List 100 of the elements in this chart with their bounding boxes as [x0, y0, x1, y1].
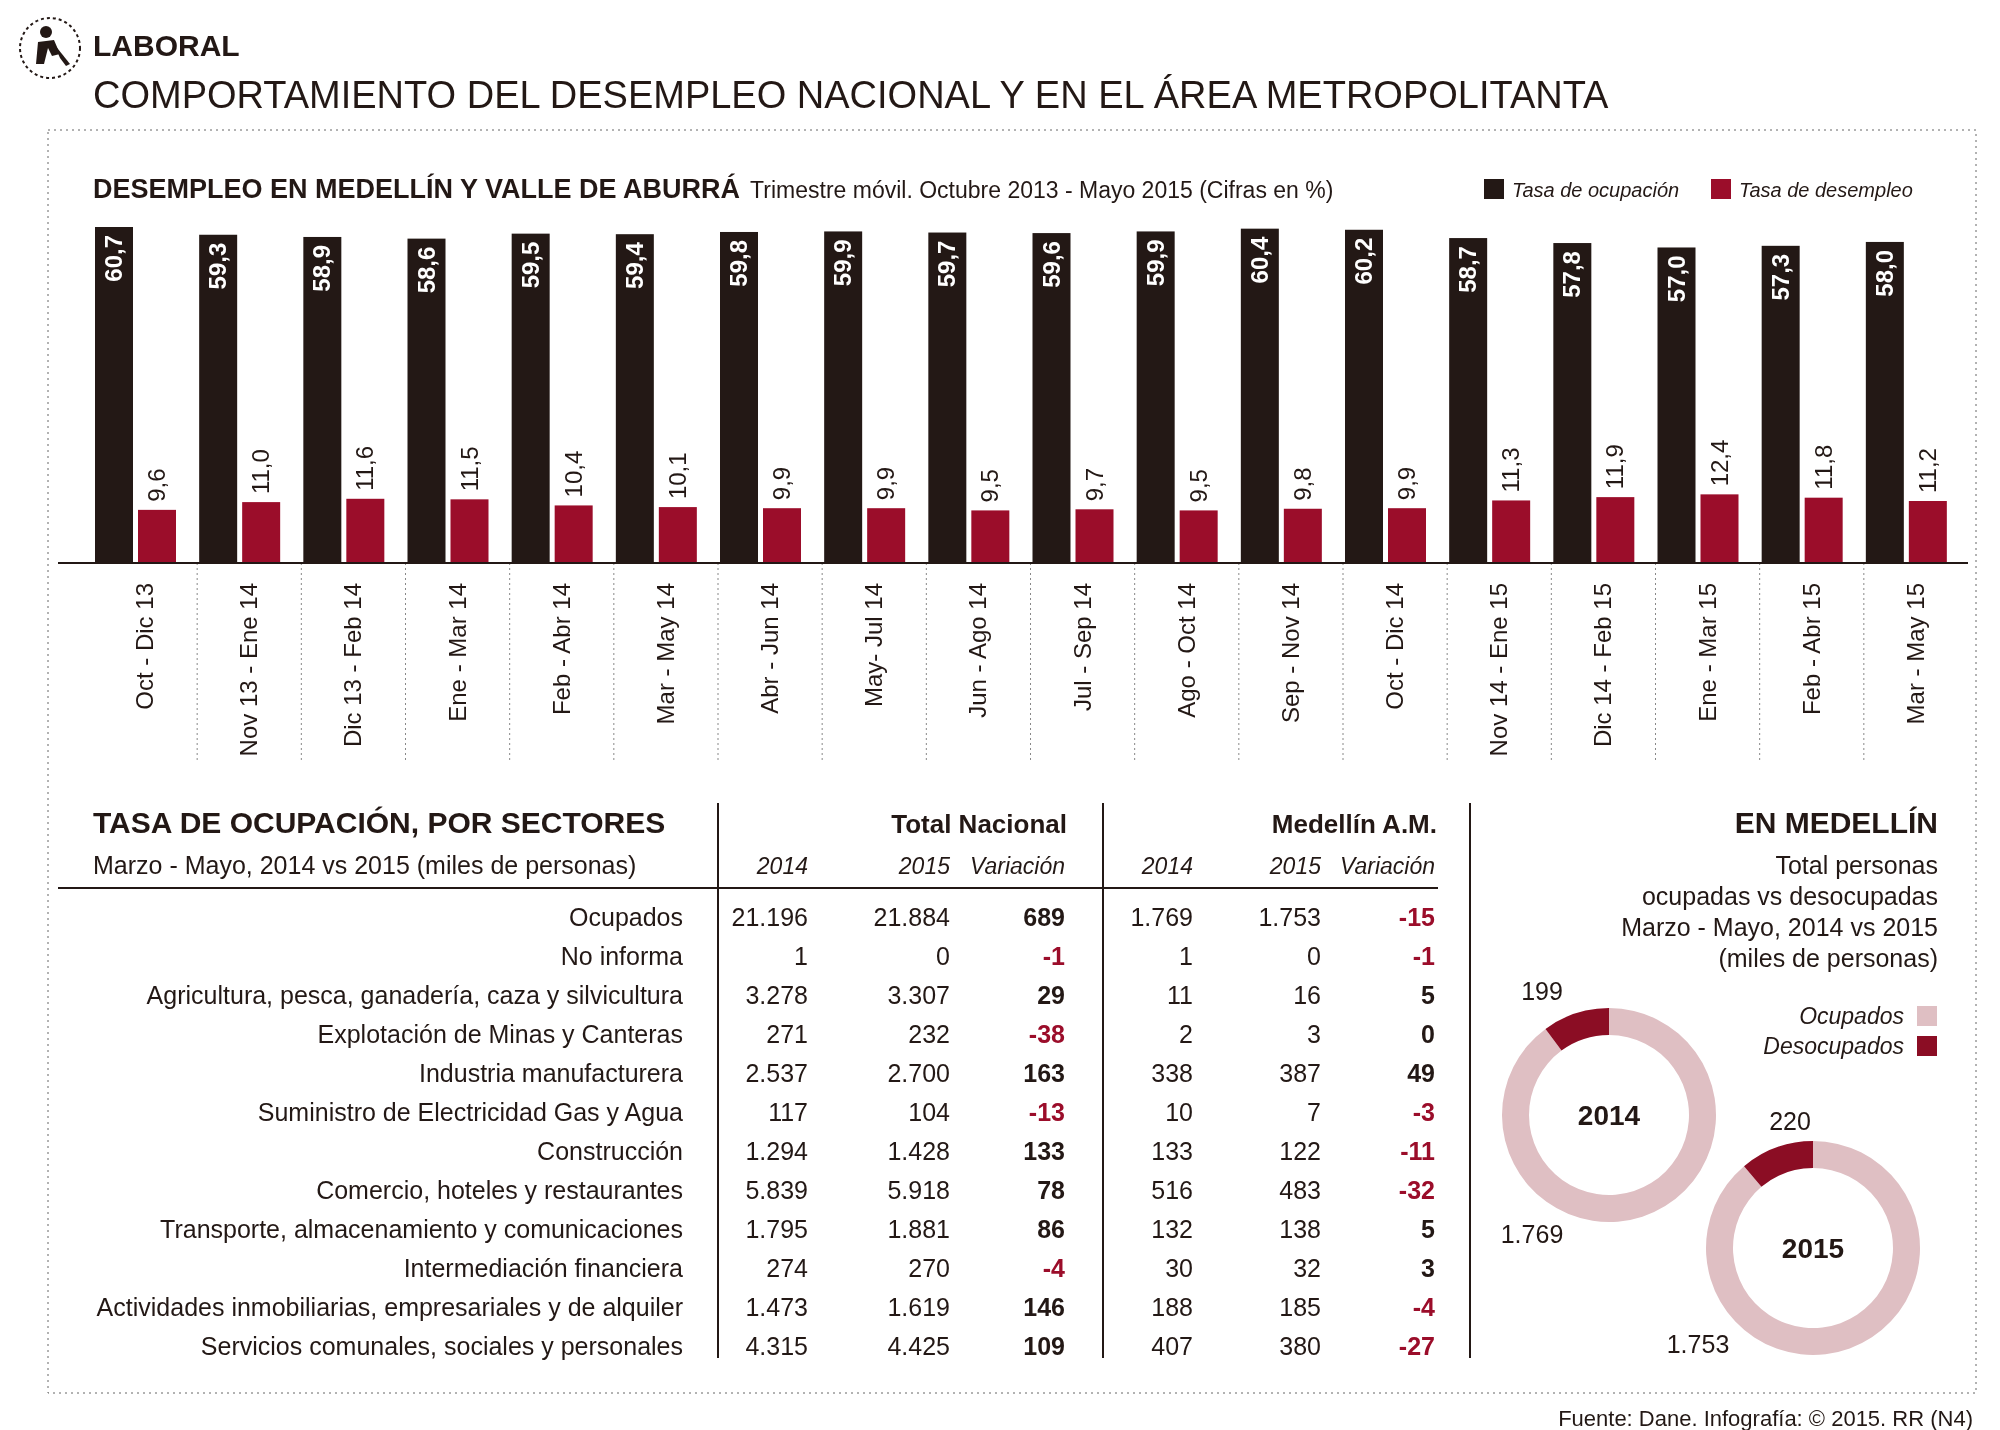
bar [450, 499, 489, 563]
data-label: 138 [1279, 1215, 1321, 1243]
data-label: -27 [1398, 1332, 1435, 1360]
x-tick-label: Ene - Mar 15 [1693, 583, 1721, 722]
text: Variación [969, 853, 1065, 879]
data-label: 271 [766, 1020, 808, 1048]
data-label: 274 [766, 1254, 809, 1282]
data-label: 0 [1307, 942, 1321, 970]
x-tick-label: Oct - Dic 13 [131, 583, 159, 710]
data-label: 5 [1421, 981, 1436, 1009]
data-label: 59,9 [1141, 239, 1169, 287]
data-label: 9,9 [872, 466, 900, 501]
data-label: 5.918 [887, 1176, 950, 1204]
data-label: 1.753 [1666, 1330, 1730, 1358]
data-label: 11,2 [1913, 448, 1941, 493]
x-tick-label: Jun - Ago 14 [964, 583, 992, 718]
data-label: 60,7 [100, 235, 127, 282]
data-label: -13 [1028, 1098, 1065, 1126]
bar [1075, 509, 1114, 563]
data-label: 3 [1421, 1254, 1435, 1282]
data-label: 60,2 [1350, 237, 1377, 285]
data-label: 60,4 [1245, 236, 1273, 284]
data-label: 59,6 [1037, 241, 1065, 288]
data-label: 59,8 [725, 239, 752, 287]
data-label: -3 [1412, 1098, 1435, 1126]
data-label: 270 [908, 1254, 950, 1282]
x-tick-label: Oct - Dic 14 [1381, 583, 1409, 710]
donut-slice [1744, 1141, 1813, 1187]
category-label: Intermediación financiera [403, 1254, 684, 1282]
bar [763, 508, 801, 563]
data-label: 9,8 [1288, 467, 1316, 501]
data-label: 32 [1293, 1254, 1321, 1282]
x-tick-label: Feb - Abr 15 [1797, 583, 1825, 716]
data-label: 59,4 [620, 241, 648, 289]
category-label: Ocupados [569, 903, 683, 931]
data-label: 4.315 [745, 1332, 808, 1360]
data-label: 3.278 [745, 981, 808, 1009]
data-label: 0 [936, 942, 950, 970]
data-label: 483 [1279, 1176, 1321, 1204]
data-label: 9,9 [768, 466, 795, 501]
data-label: 109 [1023, 1332, 1065, 1360]
data-label: 57,3 [1766, 253, 1794, 301]
text: Total Nacional [891, 809, 1067, 839]
data-label: 188 [1151, 1293, 1193, 1321]
x-tick-label: May- Jul 14 [860, 583, 888, 708]
data-label: -15 [1398, 903, 1436, 931]
category-label: Comercio, hoteles y restaurantes [316, 1176, 683, 1204]
bar [1388, 508, 1426, 563]
data-label: 21.196 [731, 903, 808, 931]
donut-slice [1502, 1008, 1716, 1222]
legend-label: Ocupados [1799, 1003, 1905, 1029]
bar [1804, 497, 1843, 563]
data-label: 1 [1179, 942, 1193, 970]
data-label: 58,9 [308, 244, 336, 292]
bar [1283, 508, 1322, 563]
data-label: 10 [1165, 1098, 1193, 1126]
legend-label: Tasa de desempleo [1739, 179, 1913, 201]
bar [1492, 500, 1531, 563]
x-tick-label: Ago - Oct 14 [1172, 583, 1200, 718]
data-label: 10,1 [663, 452, 691, 500]
text: 2014 [1577, 1100, 1641, 1131]
category-label: Servicios comunales, sociales y personales [200, 1332, 683, 1360]
x-tick-label: Ene - Mar 14 [443, 583, 471, 722]
x-tick-label: Jul - Sep 14 [1068, 583, 1096, 712]
data-label: 9,5 [1184, 469, 1212, 503]
data-label: 59,9 [829, 239, 857, 287]
data-label: 59,7 [933, 240, 961, 288]
data-label: 11,0 [247, 449, 275, 495]
data-label: -4 [1042, 1254, 1066, 1282]
data-label: 11,3 [1497, 447, 1525, 493]
data-label: 2 [1179, 1020, 1193, 1048]
data-label: 133 [1151, 1137, 1193, 1165]
category-label: Actividades inmobiliarias, empresariales y de alquiler [96, 1293, 683, 1321]
category-label: Construcción [537, 1137, 683, 1165]
data-label: 11,5 [455, 446, 483, 492]
data-label: 58,6 [412, 246, 440, 294]
category-label: Explotación de Minas y Canteras [317, 1020, 683, 1048]
data-label: -4 [1412, 1293, 1436, 1321]
data-label: 1 [794, 942, 808, 970]
bar [1908, 501, 1947, 563]
data-label: 185 [1279, 1293, 1321, 1321]
bar [242, 502, 281, 563]
data-label: -32 [1398, 1176, 1435, 1204]
data-label: 132 [1151, 1215, 1193, 1243]
text: COMPORTAMIENTO DEL DESEMPLEO NACIONAL Y EN EL ÁREA METROPOLITANTA [93, 74, 1610, 116]
x-tick-label: Dic 13 - Feb 14 [339, 583, 367, 748]
data-label: 146 [1023, 1293, 1065, 1321]
data-label: 58,7 [1454, 246, 1482, 293]
data-label: 86 [1037, 1215, 1065, 1243]
data-label: 1.881 [887, 1215, 950, 1243]
source-note: Fuente: Dane. Infografía: © 2015. RR (N4) [1558, 1406, 1973, 1430]
chart-subtitle: Total personas ocupadas vs desocupadas Marzo - Mayo, 2014 vs 2015 (miles de personas) [1621, 851, 1938, 972]
data-label: 57,8 [1558, 251, 1586, 298]
data-label: 12,4 [1705, 439, 1733, 487]
data-label: 407 [1151, 1332, 1193, 1360]
data-label: 1.619 [887, 1293, 950, 1321]
x-tick-label: Feb - Abr 14 [547, 583, 575, 716]
data-label: 29 [1037, 981, 1065, 1009]
donut-slice [1545, 1008, 1609, 1051]
data-label: 220 [1769, 1107, 1811, 1135]
